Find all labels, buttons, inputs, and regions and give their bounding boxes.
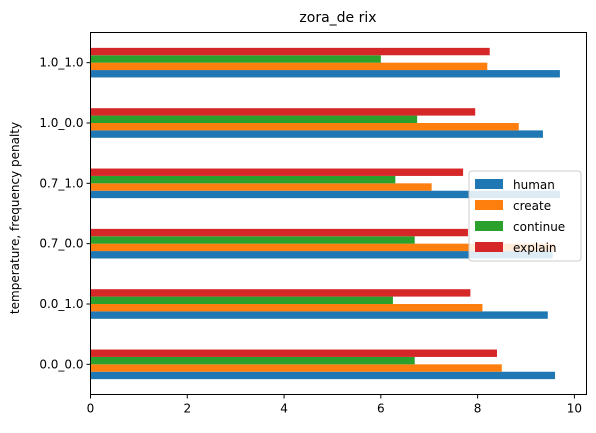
bar-human-1.0_1.0 [90,70,560,78]
bar-continue-1.0_0.0 [90,115,418,123]
bar-continue-0.0_1.0 [90,296,393,304]
y-tick-label: 0.7_1.0 [39,176,83,190]
bar-human-0.7_0.0 [90,251,553,259]
bar-create-0.0_0.0 [90,364,502,372]
legend-label-create: create [513,199,551,213]
legend-label-continue: continue [513,220,565,234]
axes-frame [90,32,587,395]
bar-continue-1.0_1.0 [90,55,381,63]
bar-continue-0.7_1.0 [90,175,396,184]
x-tick-label: 2 [183,402,191,416]
bar-continue-0.0_0.0 [90,356,415,365]
y-tick-label: 0.0_0.0 [39,357,83,371]
x-tick-label: 10 [567,402,582,416]
bar-explain-0.7_0.0 [90,228,468,237]
legend-box [468,170,582,262]
bar-human-1.0_0.0 [90,130,543,138]
y-tick-label: 0.0_1.0 [39,297,83,311]
y-axis-label: temperature, frequency penalty [8,122,22,314]
x-tick-label: 4 [280,402,288,416]
bar-explain-1.0_0.0 [90,108,476,116]
legend-label-human: human [513,178,555,192]
y-axis: 0.0_0.0 0.0_1.0 0.7_0.0 0.7_1.0 1.0_0.0 1.0_1… [39,56,91,371]
bar-explain-0.7_1.0 [90,168,464,176]
bar-create-1.0_1.0 [90,62,488,71]
x-tick-label: 8 [474,402,482,416]
chart-title: zora_de rix [299,10,376,26]
bar-human-0.0_0.0 [90,371,556,380]
y-tick-label: 0.7_0.0 [39,237,83,251]
legend: human create continue explain [468,170,582,262]
legend-swatch-create [475,200,503,210]
bar-create-0.7_0.0 [90,243,556,252]
bar-human-0.7_1.0 [90,190,560,199]
legend-swatch-continue [475,221,503,231]
y-tick-label: 1.0_0.0 [39,116,83,130]
legend-swatch-human [475,179,503,189]
bar-explain-1.0_1.0 [90,47,490,56]
y-tick-label: 1.0_1.0 [39,56,83,70]
x-axis: 0 2 4 6 8 10 [87,394,582,416]
bar-create-0.7_1.0 [90,183,432,191]
bars-layer [90,47,560,380]
x-tick-label: 0 [87,402,95,416]
x-tick-label: 6 [377,402,385,416]
legend-swatch-explain [475,242,503,252]
bar-create-0.0_1.0 [90,304,483,312]
legend-label-explain: explain [513,241,557,255]
bar-explain-0.0_0.0 [90,349,497,357]
bar-continue-0.7_0.0 [90,236,415,244]
bar-human-0.0_1.0 [90,311,548,319]
bar-create-1.0_0.0 [90,123,519,131]
bar-explain-0.0_1.0 [90,289,471,297]
